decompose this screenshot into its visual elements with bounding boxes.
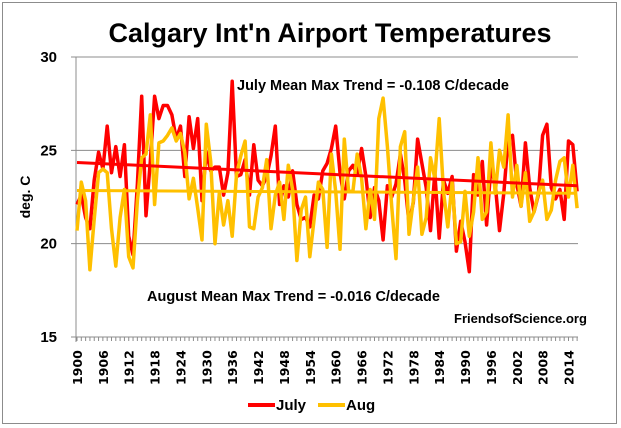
series-group (75, 79, 579, 274)
x-tick-label: 1996 (484, 350, 499, 385)
x-tick-label: 1960 (329, 350, 344, 385)
trendline-july-trend (76, 160, 578, 188)
x-tick-label: 1906 (96, 350, 111, 385)
series-line-aug (75, 96, 579, 272)
y-axis-ticks: 15 20 25 30 (40, 49, 57, 346)
x-axis: 1900 1906 1912 1918 1924 1930 1936 1942 1948 1954… (70, 337, 578, 385)
x-tick-label: 1924 (173, 350, 188, 385)
x-tick-label: 2008 (536, 350, 551, 385)
x-tick-label: 1972 (380, 350, 395, 385)
x-tick-label: 1954 (303, 350, 318, 385)
x-tick-label: 1966 (355, 350, 370, 385)
chart-title: Calgary Int'n Airport Temperatures (108, 18, 551, 48)
credit-text: FriendsofScience.org (454, 311, 587, 326)
y-tick-label: 15 (40, 329, 57, 346)
gridlines (71, 56, 578, 342)
x-tick-label: 1984 (432, 350, 447, 385)
x-tick-label: 1948 (277, 350, 292, 385)
y-tick-label: 25 (40, 142, 57, 159)
x-tick-label: 2014 (562, 350, 577, 385)
x-tick-label: 1990 (458, 350, 473, 385)
x-tick-label: 1942 (251, 350, 266, 385)
x-tick-label: 1978 (406, 350, 421, 385)
x-tick-label: 1900 (70, 350, 85, 385)
aug-trend-annotation: August Mean Max Trend = -0.016 C/decade (147, 289, 440, 305)
legend-label-aug: Aug (346, 397, 375, 414)
legend-label-july: July (276, 397, 307, 414)
y-tick-label: 20 (40, 236, 57, 253)
x-tick-label: 1912 (122, 350, 137, 385)
x-tick-label: 1936 (225, 350, 240, 385)
y-tick-label: 30 (40, 49, 57, 66)
x-tick-label: 1918 (148, 350, 163, 385)
legend: July Aug (248, 397, 375, 414)
y-axis-label: deg. C (17, 176, 33, 219)
trendline-aug-trend (76, 188, 578, 195)
july-trend-annotation: July Mean Max Trend = -0.108 C/decade (237, 78, 509, 94)
x-tick-label: 2002 (510, 350, 525, 385)
chart-frame (2, 2, 617, 424)
x-tick-label: 1930 (199, 350, 214, 385)
